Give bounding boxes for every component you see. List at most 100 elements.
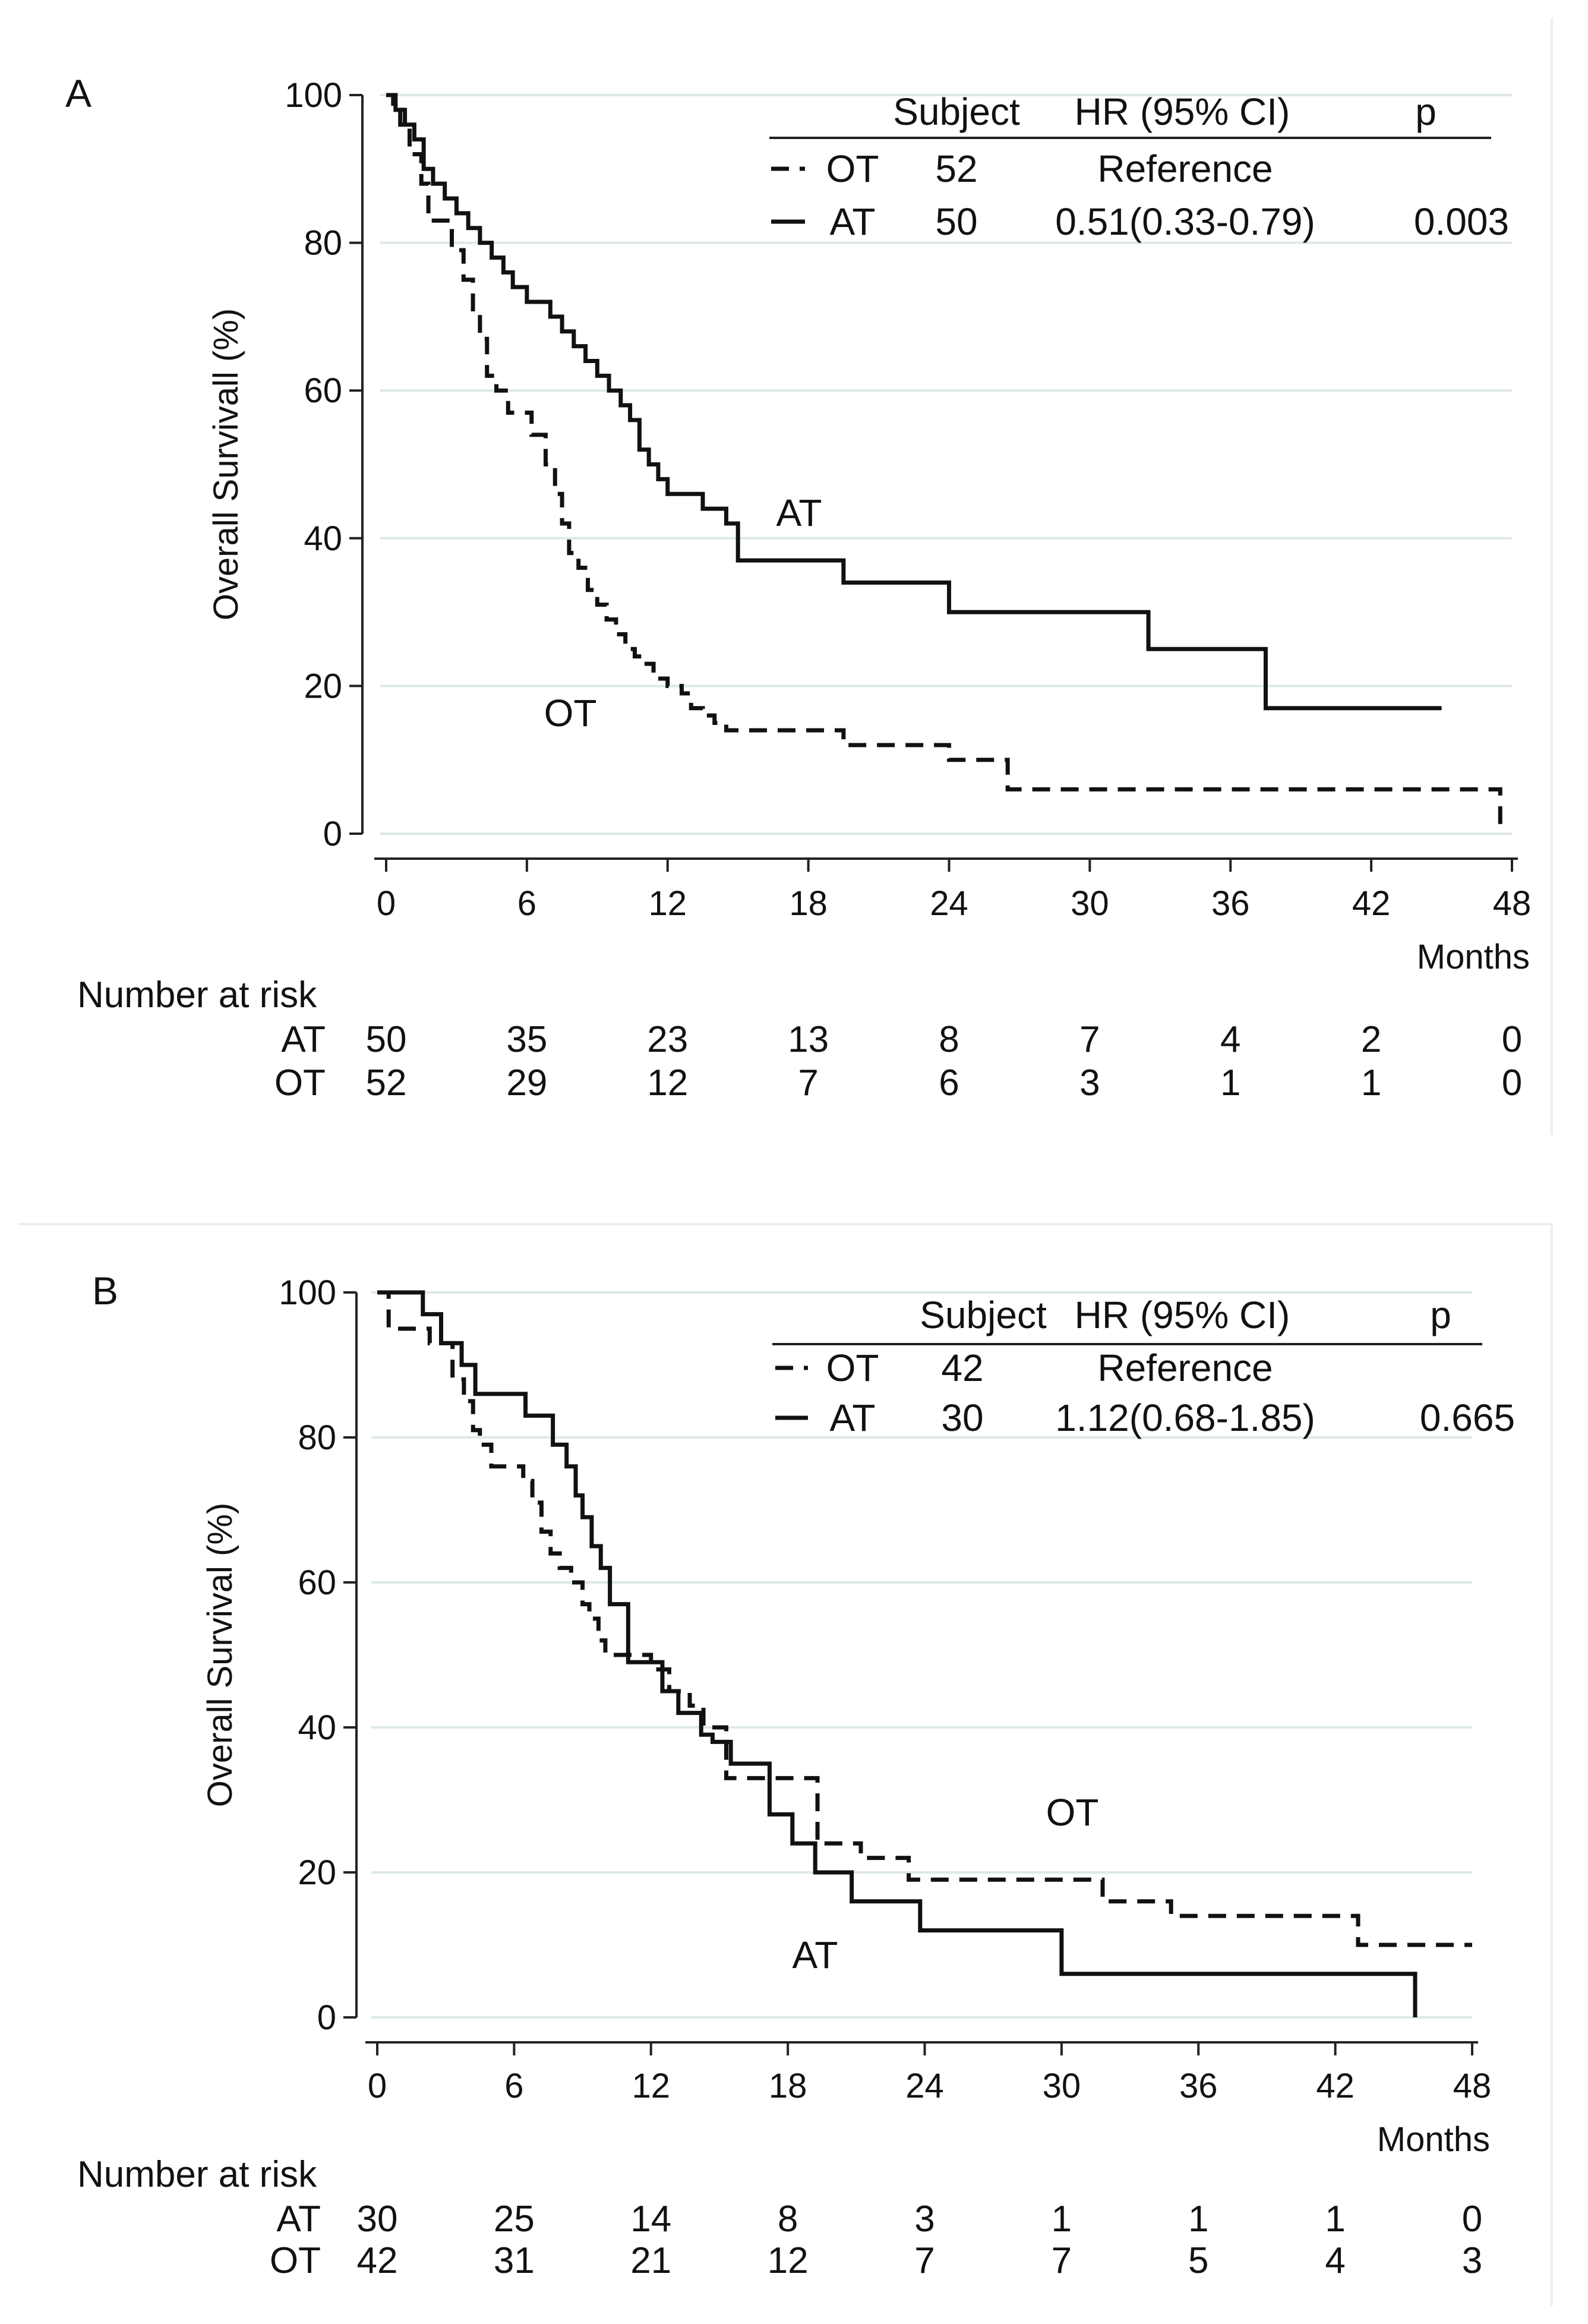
risk-count: 4 — [1325, 2240, 1345, 2281]
x-tick-label: 0 — [368, 2067, 387, 2105]
risk-count: 7 — [798, 1062, 818, 1103]
risk-count: 12 — [647, 1062, 688, 1103]
legend-p: 0.665 — [1420, 1396, 1515, 1439]
risk-count: 8 — [939, 1019, 959, 1060]
risk-count: 3 — [914, 2199, 935, 2240]
y-tick-label: 80 — [304, 224, 342, 263]
legend-group: OT — [826, 147, 879, 190]
risk-count: 12 — [768, 2240, 809, 2281]
risk-row-label: AT — [281, 1019, 326, 1060]
legend-p: 0.003 — [1414, 200, 1509, 243]
risk-count: 5 — [1188, 2240, 1208, 2281]
y-tick-label: 100 — [285, 76, 342, 115]
risk-count: 3 — [1079, 1062, 1100, 1103]
curve-annotation: OT — [544, 692, 597, 734]
risk-count: 1 — [1220, 1062, 1240, 1103]
legend-header-hr: HR (95% CI) — [1075, 1294, 1290, 1336]
y-tick-label: 80 — [298, 1418, 336, 1457]
legend-header-hr: HR (95% CI) — [1075, 90, 1290, 133]
y-axis-label: Overall Survival (%) — [201, 1503, 239, 1807]
risk-count: 8 — [778, 2199, 798, 2240]
risk-count: 13 — [788, 1019, 829, 1060]
curve-annotation: AT — [792, 1934, 838, 1976]
risk-count: 25 — [494, 2199, 535, 2240]
risk-count: 52 — [366, 1062, 407, 1103]
x-tick-label: 36 — [1179, 2067, 1218, 2105]
risk-count: 1 — [1325, 2199, 1345, 2240]
survival-curve-at — [377, 1290, 1417, 2017]
legend-subject: 52 — [935, 147, 977, 190]
x-tick-label: 18 — [789, 884, 828, 923]
risk-count: 35 — [506, 1019, 547, 1060]
y-axis-label: Overall Survivall (%) — [207, 308, 245, 620]
risk-row-label: OT — [274, 1062, 326, 1103]
x-tick-label: 30 — [1043, 2067, 1081, 2105]
y-tick-label: 0 — [323, 815, 342, 853]
risk-count: 0 — [1502, 1062, 1522, 1103]
risk-count: 42 — [357, 2240, 398, 2281]
x-tick-label: 42 — [1316, 2067, 1355, 2105]
risk-count: 1 — [1361, 1062, 1381, 1103]
legend-subject: 30 — [941, 1396, 983, 1439]
curve-annotation: OT — [1046, 1791, 1099, 1834]
survival-curve-ot — [386, 93, 1502, 834]
risk-count: 3 — [1462, 2240, 1482, 2281]
risk-count: 23 — [647, 1019, 688, 1060]
survival-curve-ot — [377, 1290, 1472, 1947]
legend-hr: Reference — [1097, 1347, 1273, 1389]
legend-header-p: p — [1415, 90, 1437, 133]
legend-group: AT — [829, 1396, 875, 1439]
risk-count: 50 — [366, 1019, 407, 1060]
x-axis-label: Months — [1377, 2120, 1490, 2159]
risk-count: 29 — [506, 1062, 547, 1103]
risk-count: 2 — [1361, 1019, 1381, 1060]
y-tick-label: 100 — [279, 1273, 336, 1312]
x-tick-label: 6 — [504, 2067, 523, 2105]
risk-count: 0 — [1462, 2199, 1482, 2240]
y-tick-label: 40 — [304, 519, 342, 558]
x-tick-label: 18 — [769, 2067, 807, 2105]
legend-hr: 0.51(0.33-0.79) — [1055, 200, 1315, 243]
risk-count: 7 — [914, 2240, 935, 2281]
risk-row-label: AT — [276, 2199, 321, 2240]
risk-count: 1 — [1052, 2199, 1072, 2240]
panel-letter: A — [65, 71, 91, 115]
risk-count: 30 — [357, 2199, 398, 2240]
legend-hr: Reference — [1097, 147, 1273, 190]
x-tick-label: 42 — [1352, 884, 1391, 923]
y-tick-label: 60 — [298, 1563, 336, 1602]
risk-count: 0 — [1502, 1019, 1522, 1060]
y-tick-label: 40 — [298, 1708, 336, 1747]
y-tick-label: 20 — [304, 667, 342, 705]
survival-curve-at — [386, 93, 1442, 711]
risk-count: 4 — [1220, 1019, 1240, 1060]
legend-subject: 42 — [941, 1347, 983, 1389]
legend-group: OT — [826, 1347, 879, 1389]
risk-row-label: OT — [270, 2240, 321, 2281]
x-tick-label: 30 — [1071, 884, 1109, 923]
risk-count: 6 — [939, 1062, 959, 1103]
risk-count: 7 — [1052, 2240, 1072, 2281]
x-axis-label: Months — [1417, 938, 1530, 976]
y-tick-label: 0 — [317, 1998, 336, 2037]
y-tick-label: 20 — [298, 1853, 336, 1892]
panel-letter: B — [92, 1269, 118, 1313]
x-tick-label: 6 — [517, 884, 536, 923]
x-tick-label: 48 — [1493, 884, 1532, 923]
x-tick-label: 48 — [1453, 2067, 1492, 2105]
risk-count: 21 — [630, 2240, 671, 2281]
risk-count: 31 — [494, 2240, 535, 2281]
x-tick-label: 12 — [648, 884, 687, 923]
legend-header-subject: Subject — [920, 1294, 1047, 1336]
x-tick-label: 12 — [632, 2067, 670, 2105]
risk-table-title: Number at risk — [77, 975, 317, 1016]
x-tick-label: 24 — [905, 2067, 944, 2105]
risk-count: 1 — [1188, 2199, 1208, 2240]
risk-count: 7 — [1079, 1019, 1100, 1060]
x-tick-label: 36 — [1211, 884, 1250, 923]
legend-header-p: p — [1430, 1294, 1451, 1336]
legend-header-subject: Subject — [893, 90, 1020, 133]
legend-subject: 50 — [935, 200, 977, 243]
